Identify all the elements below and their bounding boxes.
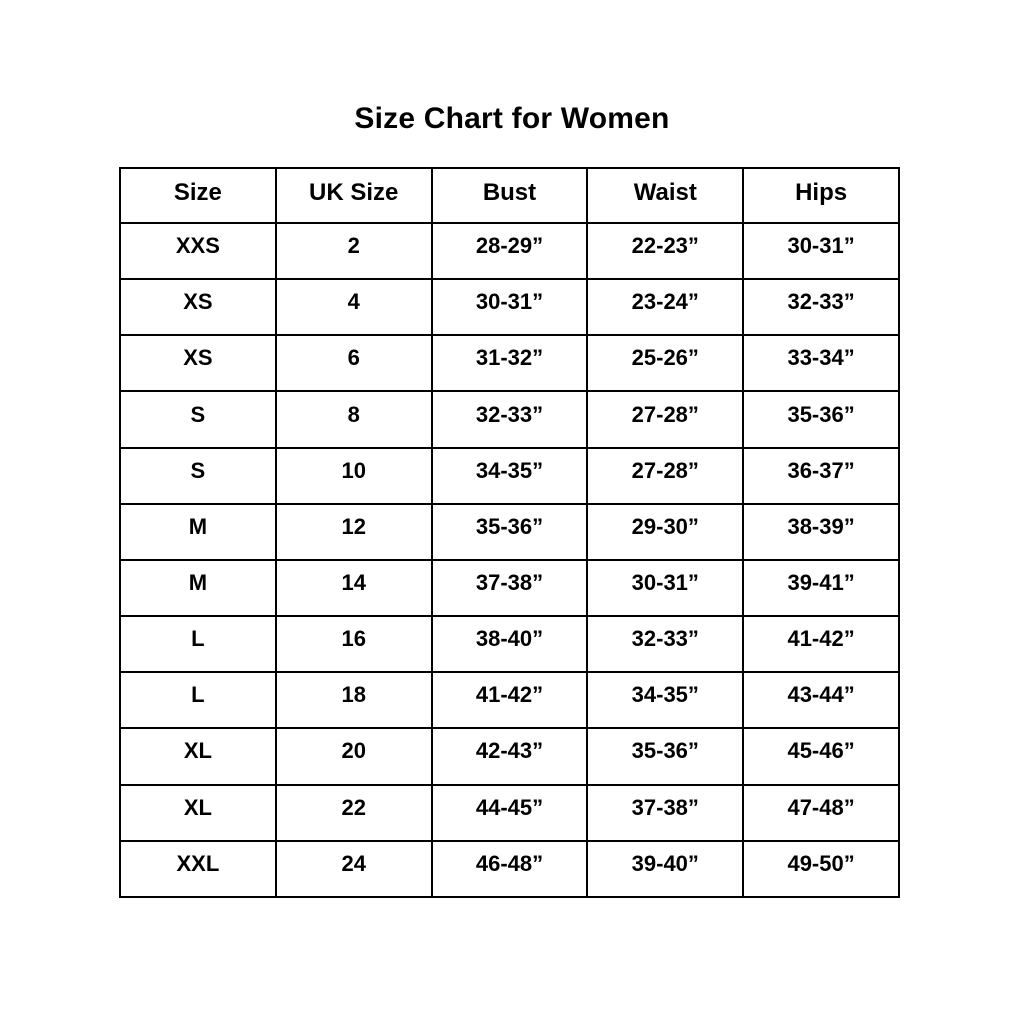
cell-waist: 27-28” xyxy=(586,390,745,449)
table-row: XXL 24 46-48” 39-40” 49-50” xyxy=(119,839,900,899)
cell-size: XXL xyxy=(119,839,277,899)
cell-uk-size: 10 xyxy=(274,446,433,505)
cell-size: XL xyxy=(119,783,277,842)
cell-size: M xyxy=(119,502,277,561)
cell-bust: 41-42” xyxy=(430,671,589,730)
column-header-size: Size xyxy=(119,167,277,224)
cell-size: S xyxy=(119,390,277,449)
cell-waist: 39-40” xyxy=(586,839,745,899)
cell-bust: 46-48” xyxy=(430,839,589,899)
cell-waist: 37-38” xyxy=(586,783,745,842)
cell-bust: 28-29” xyxy=(430,221,589,281)
cell-bust: 37-38” xyxy=(430,558,589,618)
cell-waist: 35-36” xyxy=(586,727,745,786)
cell-uk-size: 2 xyxy=(274,221,433,281)
cell-hips: 39-41” xyxy=(742,558,900,618)
cell-hips: 36-37” xyxy=(742,446,900,505)
table-row: XS 4 30-31” 23-24” 32-33” xyxy=(119,278,900,337)
cell-bust: 34-35” xyxy=(430,446,589,505)
table-row: M 14 37-38” 30-31” 39-41” xyxy=(119,558,900,618)
page-title: Size Chart for Women xyxy=(354,102,670,135)
cell-bust: 44-45” xyxy=(430,783,589,842)
cell-size: S xyxy=(119,446,277,505)
table-row: XL 22 44-45” 37-38” 47-48” xyxy=(119,783,900,842)
cell-size: M xyxy=(119,558,277,618)
cell-hips: 41-42” xyxy=(742,615,900,674)
size-chart-table: Size UK Size Bust Waist Hips XXS 2 28-29” 22-23… xyxy=(119,167,900,899)
cell-uk-size: 12 xyxy=(274,502,433,561)
cell-waist: 32-33” xyxy=(586,615,745,674)
cell-bust: 32-33” xyxy=(430,390,589,449)
cell-uk-size: 8 xyxy=(274,390,433,449)
cell-uk-size: 24 xyxy=(274,839,433,899)
table-row: L 16 38-40” 32-33” 41-42” xyxy=(119,615,900,674)
cell-waist: 25-26” xyxy=(586,334,745,393)
table-row: XXS 2 28-29” 22-23” 30-31” xyxy=(119,221,900,281)
table-header-row: Size UK Size Bust Waist Hips xyxy=(119,167,900,224)
table-row: M 12 35-36” 29-30” 38-39” xyxy=(119,502,900,561)
column-header-uk-size: UK Size xyxy=(274,167,433,224)
cell-hips: 45-46” xyxy=(742,727,900,786)
cell-hips: 47-48” xyxy=(742,783,900,842)
table-row: S 8 32-33” 27-28” 35-36” xyxy=(119,390,900,449)
cell-size: XXS xyxy=(119,221,277,281)
cell-uk-size: 14 xyxy=(274,558,433,618)
cell-size: L xyxy=(119,615,277,674)
cell-hips: 49-50” xyxy=(742,839,900,899)
cell-uk-size: 6 xyxy=(274,334,433,393)
cell-uk-size: 20 xyxy=(274,727,433,786)
cell-hips: 38-39” xyxy=(742,502,900,561)
cell-hips: 35-36” xyxy=(742,390,900,449)
cell-bust: 35-36” xyxy=(430,502,589,561)
cell-waist: 29-30” xyxy=(586,502,745,561)
cell-bust: 42-43” xyxy=(430,727,589,786)
table-row: S 10 34-35” 27-28” 36-37” xyxy=(119,446,900,505)
table-header: Size UK Size Bust Waist Hips xyxy=(119,167,900,224)
table-row: XL 20 42-43” 35-36” 45-46” xyxy=(119,727,900,786)
cell-uk-size: 18 xyxy=(274,671,433,730)
column-header-hips: Hips xyxy=(742,167,900,224)
cell-hips: 43-44” xyxy=(742,671,900,730)
cell-hips: 33-34” xyxy=(742,334,900,393)
column-header-waist: Waist xyxy=(586,167,745,224)
cell-size: XS xyxy=(119,334,277,393)
table-body: XXS 2 28-29” 22-23” 30-31” XS 4 30-31” 23-24” 32-… xyxy=(119,221,900,899)
table-row: XS 6 31-32” 25-26” 33-34” xyxy=(119,334,900,393)
cell-uk-size: 4 xyxy=(274,278,433,337)
cell-size: L xyxy=(119,671,277,730)
cell-uk-size: 22 xyxy=(274,783,433,842)
cell-waist: 34-35” xyxy=(586,671,745,730)
cell-waist: 23-24” xyxy=(586,278,745,337)
column-header-bust: Bust xyxy=(430,167,589,224)
cell-bust: 31-32” xyxy=(430,334,589,393)
cell-size: XL xyxy=(119,727,277,786)
cell-bust: 38-40” xyxy=(430,615,589,674)
cell-hips: 32-33” xyxy=(742,278,900,337)
cell-size: XS xyxy=(119,278,277,337)
cell-uk-size: 16 xyxy=(274,615,433,674)
cell-bust: 30-31” xyxy=(430,278,589,337)
cell-waist: 27-28” xyxy=(586,446,745,505)
cell-waist: 22-23” xyxy=(586,221,745,281)
table-row: L 18 41-42” 34-35” 43-44” xyxy=(119,671,900,730)
cell-waist: 30-31” xyxy=(586,558,745,618)
cell-hips: 30-31” xyxy=(742,221,900,281)
